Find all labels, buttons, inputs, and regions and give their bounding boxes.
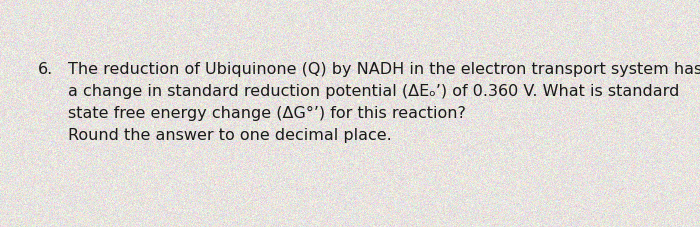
Text: a change in standard reduction potential (ΔEₒ’) of 0.360 V. What is standard: a change in standard reduction potential… (68, 84, 680, 99)
Text: state free energy change (ΔG°’) for this reaction?: state free energy change (ΔG°’) for this… (68, 106, 466, 121)
Text: Round the answer to one decimal place.: Round the answer to one decimal place. (68, 128, 392, 143)
Text: The reduction of Ubiquinone (Q) by NADH in the electron transport system has: The reduction of Ubiquinone (Q) by NADH … (68, 62, 700, 77)
Text: 6.: 6. (38, 62, 53, 77)
